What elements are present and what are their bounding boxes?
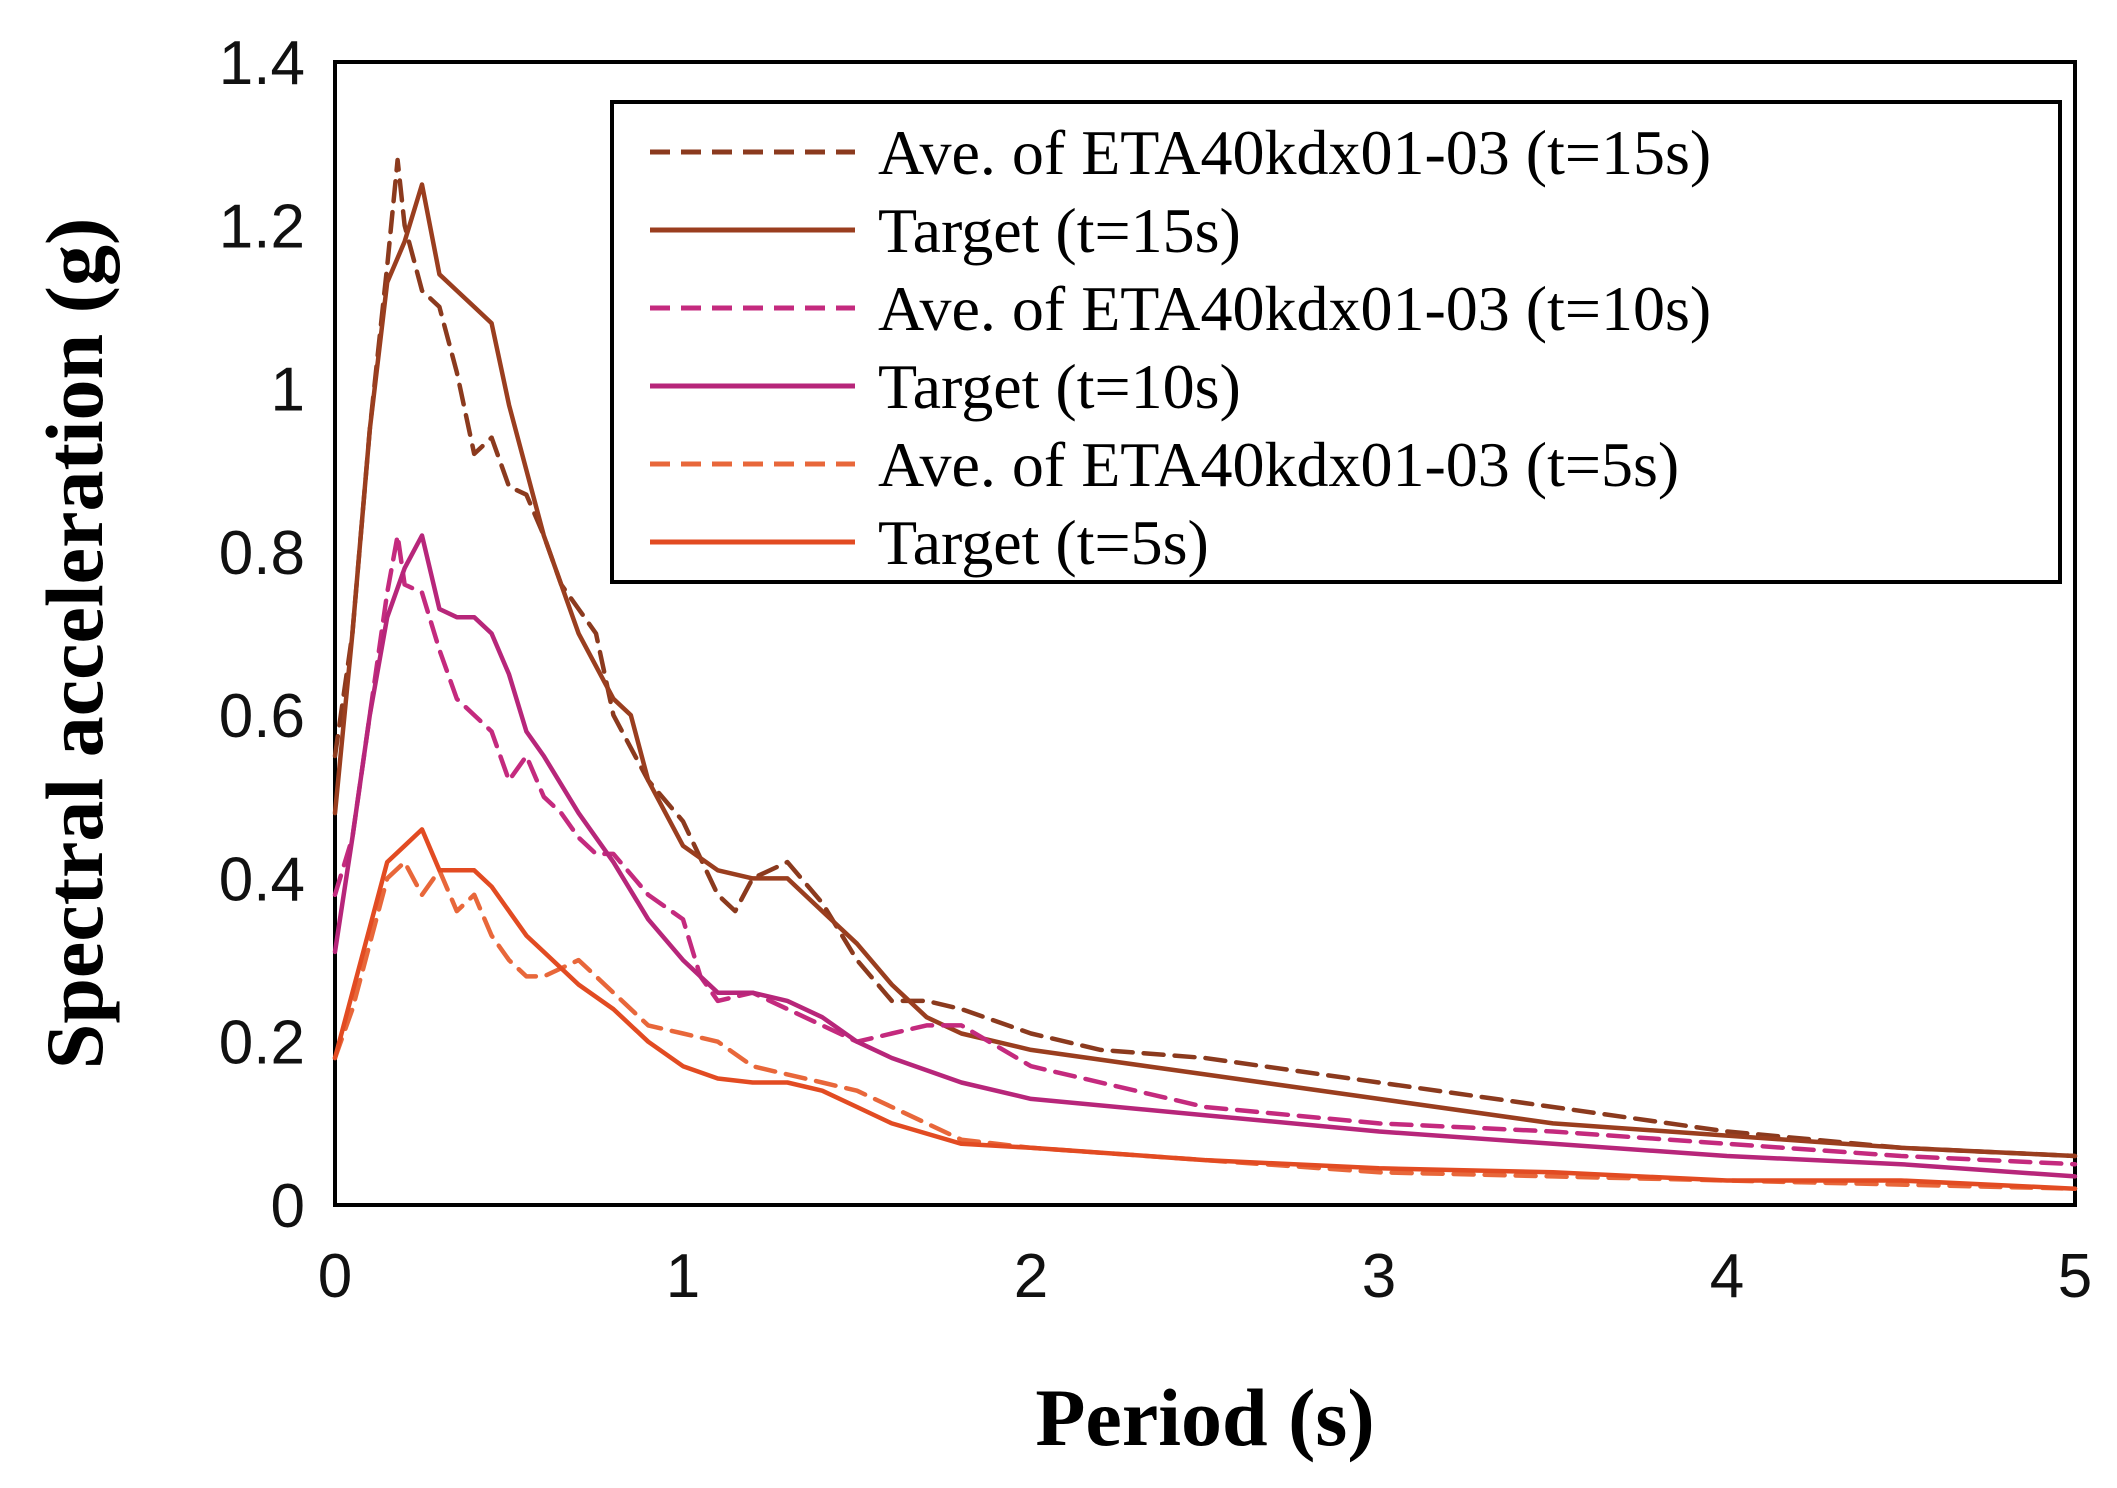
legend-label: Target (t=15s) xyxy=(878,195,1241,266)
legend-label: Ave. of ETA40kdx01-03 (t=10s) xyxy=(878,273,1711,344)
x-tick-label: 2 xyxy=(1014,1242,1048,1311)
legend-label: Target (t=5s) xyxy=(878,507,1209,578)
legend-items: Ave. of ETA40kdx01-03 (t=15s)Target (t=1… xyxy=(650,117,1711,578)
y-tick-label: 1.4 xyxy=(219,29,305,98)
x-tick-label: 4 xyxy=(1710,1242,1744,1311)
legend-entry: Ave. of ETA40kdx01-03 (t=5s) xyxy=(650,429,1679,500)
legend-label: Ave. of ETA40kdx01-03 (t=5s) xyxy=(878,429,1679,500)
legend: Ave. of ETA40kdx01-03 (t=15s)Target (t=1… xyxy=(610,100,2062,584)
series-line-3 xyxy=(332,533,2078,1167)
legend-box xyxy=(610,100,2062,584)
legend-entry: Target (t=5s) xyxy=(650,507,1209,578)
y-tick-label: 0.4 xyxy=(219,845,305,914)
series-line-6 xyxy=(332,827,2078,1191)
plot-area xyxy=(332,60,2078,1207)
x-tick-label: 0 xyxy=(318,1242,352,1311)
y-tick-label: 0 xyxy=(271,1172,305,1241)
plot-frame xyxy=(333,60,2077,1207)
y-tick-label: 1.2 xyxy=(219,192,305,261)
y-tick-label: 0.2 xyxy=(219,1009,305,1078)
legend-entry: Ave. of ETA40kdx01-03 (t=10s) xyxy=(650,273,1711,344)
series-line-4 xyxy=(332,533,2078,1179)
legend-label: Target (t=10s) xyxy=(878,351,1241,422)
y-tick-label: 0.6 xyxy=(219,682,305,751)
x-tick-label: 5 xyxy=(2058,1242,2092,1311)
y-axis-title: Spectral acceleration (g) xyxy=(29,218,120,1070)
x-tick-label: 1 xyxy=(666,1242,700,1311)
legend-entry: Target (t=10s) xyxy=(650,351,1241,422)
series-line-2 xyxy=(332,182,2078,1159)
legend-label: Ave. of ETA40kdx01-03 (t=15s) xyxy=(878,117,1711,188)
x-axis-ticks: 0 1 2 3 4 5 xyxy=(318,1242,2092,1311)
x-tick-label: 3 xyxy=(1362,1242,1396,1311)
x-axis-title: Period (s) xyxy=(1035,1372,1374,1463)
legend-entry: Target (t=15s) xyxy=(650,195,1241,266)
legend-entry: Ave. of ETA40kdx01-03 (t=15s) xyxy=(650,117,1711,188)
y-axis-ticks: 0 0.2 0.4 0.6 0.8 1 1.2 1.4 xyxy=(219,29,305,1241)
y-tick-label: 1 xyxy=(271,356,305,425)
y-tick-label: 0.8 xyxy=(219,519,305,588)
series-layer xyxy=(332,157,2078,1191)
